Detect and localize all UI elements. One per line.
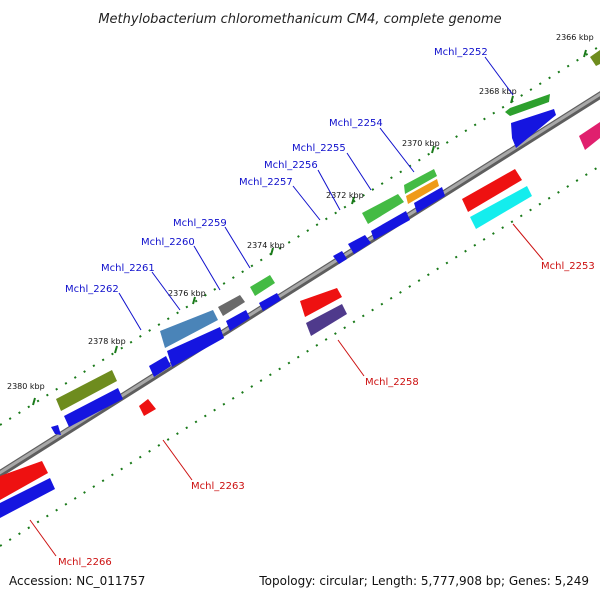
tick-label: 2372 kbp [326, 191, 364, 200]
gene-arrow[interactable] [590, 50, 600, 66]
gene-arrow[interactable] [139, 399, 156, 416]
gene-arrow[interactable] [333, 251, 347, 264]
gene-label[interactable]: Mchl_2258 [365, 377, 419, 388]
major-ticks [32, 49, 587, 406]
gene-arrow[interactable] [167, 327, 224, 367]
gene-label[interactable]: Mchl_2254 [329, 118, 383, 129]
gene-label[interactable]: Mchl_2252 [434, 47, 488, 58]
genome-summary: Topology: circular; Length: 5,777,908 bp… [259, 574, 589, 588]
gene-arrow[interactable] [462, 169, 522, 212]
forward-gene-labels: Mchl_2252 Mchl_2254 Mchl_2255 Mchl_2256 … [65, 47, 488, 295]
gene-label[interactable]: Mchl_2257 [239, 177, 293, 188]
label-leaders [29, 56, 544, 557]
gene-label[interactable]: Mchl_2262 [65, 284, 119, 295]
gene-label[interactable]: Mchl_2253 [541, 261, 595, 272]
gene-label[interactable]: Mchl_2255 [292, 143, 346, 154]
tick-label: 2366 kbp [556, 33, 594, 42]
tick-label: 2378 kbp [88, 337, 126, 346]
gene-arrow[interactable] [226, 310, 250, 331]
gene-arrow[interactable] [218, 295, 245, 316]
gene-arrow[interactable] [406, 179, 439, 204]
gene-arrow[interactable] [64, 388, 123, 427]
gene-label[interactable]: Mchl_2259 [173, 218, 227, 229]
gene-label[interactable]: Mchl_2266 [58, 557, 112, 568]
reverse-genes [0, 169, 532, 518]
gene-arrow[interactable] [511, 109, 556, 148]
tick-label: 2374 kbp [247, 241, 285, 250]
gene-arrow[interactable] [414, 187, 445, 213]
gene-arrow[interactable] [56, 370, 117, 411]
gene-label[interactable]: Mchl_2260 [141, 237, 195, 248]
gene-arrow[interactable] [579, 122, 600, 150]
gene-arrow[interactable] [259, 293, 281, 311]
gene-arrow[interactable] [51, 425, 61, 435]
tick-label: 2376 kbp [168, 289, 206, 298]
tick-label: 2368 kbp [479, 87, 517, 96]
forward-scale-track [0, 45, 600, 426]
gene-label[interactable]: Mchl_2256 [264, 160, 318, 171]
gene-arrow[interactable] [371, 211, 410, 240]
gene-arrow[interactable] [306, 304, 347, 336]
gene-arrow[interactable] [362, 194, 404, 224]
gene-arrow[interactable] [348, 235, 371, 254]
gene-arrow[interactable] [505, 94, 550, 116]
gene-arrow[interactable] [0, 478, 55, 518]
forward-genes [51, 50, 600, 435]
reverse-gene-labels: Mchl_2253 Mchl_2258 Mchl_2263 Mchl_2266 [58, 261, 595, 568]
tick-label: 2370 kbp [402, 139, 440, 148]
gene-label[interactable]: Mchl_2263 [191, 481, 245, 492]
gene-arrow[interactable] [404, 169, 437, 194]
map-title: Methylobacterium chloromethanicum CM4, c… [98, 12, 501, 27]
gene-arrow[interactable] [250, 275, 275, 296]
gene-arrow[interactable] [160, 310, 218, 348]
gene-arrow[interactable] [0, 461, 48, 500]
gene-arrow[interactable] [300, 288, 342, 317]
tick-labels: 2366 kbp 2368 kbp 2370 kbp 2372 kbp 2374… [7, 33, 594, 391]
gene-arrow[interactable] [470, 186, 532, 229]
tick-label: 2380 kbp [7, 382, 45, 391]
reverse-scale-track [0, 165, 600, 547]
accession-label: Accession: NC_011757 [9, 574, 146, 588]
gene-label[interactable]: Mchl_2261 [101, 263, 155, 274]
gene-arrow[interactable] [149, 356, 171, 377]
